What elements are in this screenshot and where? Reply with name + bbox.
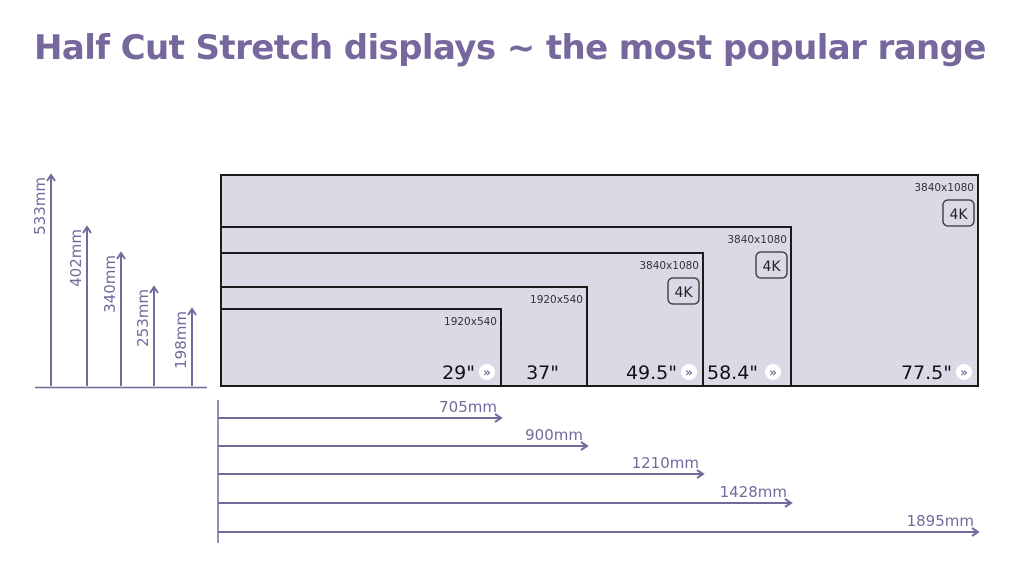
chevron-double-right-icon[interactable] [681, 364, 697, 380]
chevron-double-right-glyph: » [483, 366, 491, 380]
screen-size-label: 49.5" [626, 362, 677, 384]
badge-4k-frame [942, 199, 975, 227]
screen-size-label: 77.5" [901, 362, 952, 384]
screen-size-label: 37" [526, 362, 559, 384]
badge-4k-frame [755, 251, 788, 279]
badge-4k: 4K [674, 285, 693, 301]
chevron-double-right-icon[interactable] [956, 364, 972, 380]
display-panel-0 [220, 308, 502, 387]
resolution-label: 3840x1080 [914, 182, 974, 194]
resolution-label: 3840x1080 [639, 260, 699, 272]
arrow-head-up-icon [46, 173, 56, 182]
arrow-head-right-icon [580, 441, 589, 451]
arrow-head-up-icon [82, 225, 92, 234]
chevron-double-right-glyph: » [769, 366, 777, 380]
width-label: 1895mm [907, 512, 974, 530]
chevron-double-right-icon[interactable] [765, 364, 781, 380]
badge-4k-frame [667, 277, 700, 305]
arrow-head-right-icon [971, 527, 980, 537]
screen-size-label: 58.4" [707, 362, 758, 384]
badge-4k: 4K [949, 207, 968, 223]
height-label: 402mm [67, 229, 85, 287]
width-label: 1210mm [632, 454, 699, 472]
height-label: 198mm [172, 311, 190, 369]
badge-4k: 4K [762, 259, 781, 275]
arrow-head-up-icon [116, 251, 126, 260]
chevron-double-right-glyph: » [685, 366, 693, 380]
height-label: 533mm [31, 177, 49, 235]
width-label: 900mm [525, 426, 583, 444]
width-label: 705mm [439, 398, 497, 416]
arrow-head-up-icon [149, 285, 159, 294]
height-label: 253mm [134, 289, 152, 347]
arrow-head-right-icon [696, 469, 705, 479]
resolution-label: 1920x540 [530, 294, 583, 306]
chevron-double-right-glyph: » [960, 366, 968, 380]
height-label: 340mm [101, 255, 119, 313]
resolution-label: 3840x1080 [727, 234, 787, 246]
resolution-label: 1920x540 [444, 316, 497, 328]
arrow-head-right-icon [494, 413, 503, 423]
chevron-double-right-icon[interactable] [479, 364, 495, 380]
arrow-head-right-icon [784, 498, 793, 508]
width-label: 1428mm [720, 483, 787, 501]
screen-size-label: 29" [442, 362, 475, 384]
arrow-head-up-icon [187, 307, 197, 316]
page-title: Half Cut Stretch displays ~ the most pop… [34, 28, 986, 68]
